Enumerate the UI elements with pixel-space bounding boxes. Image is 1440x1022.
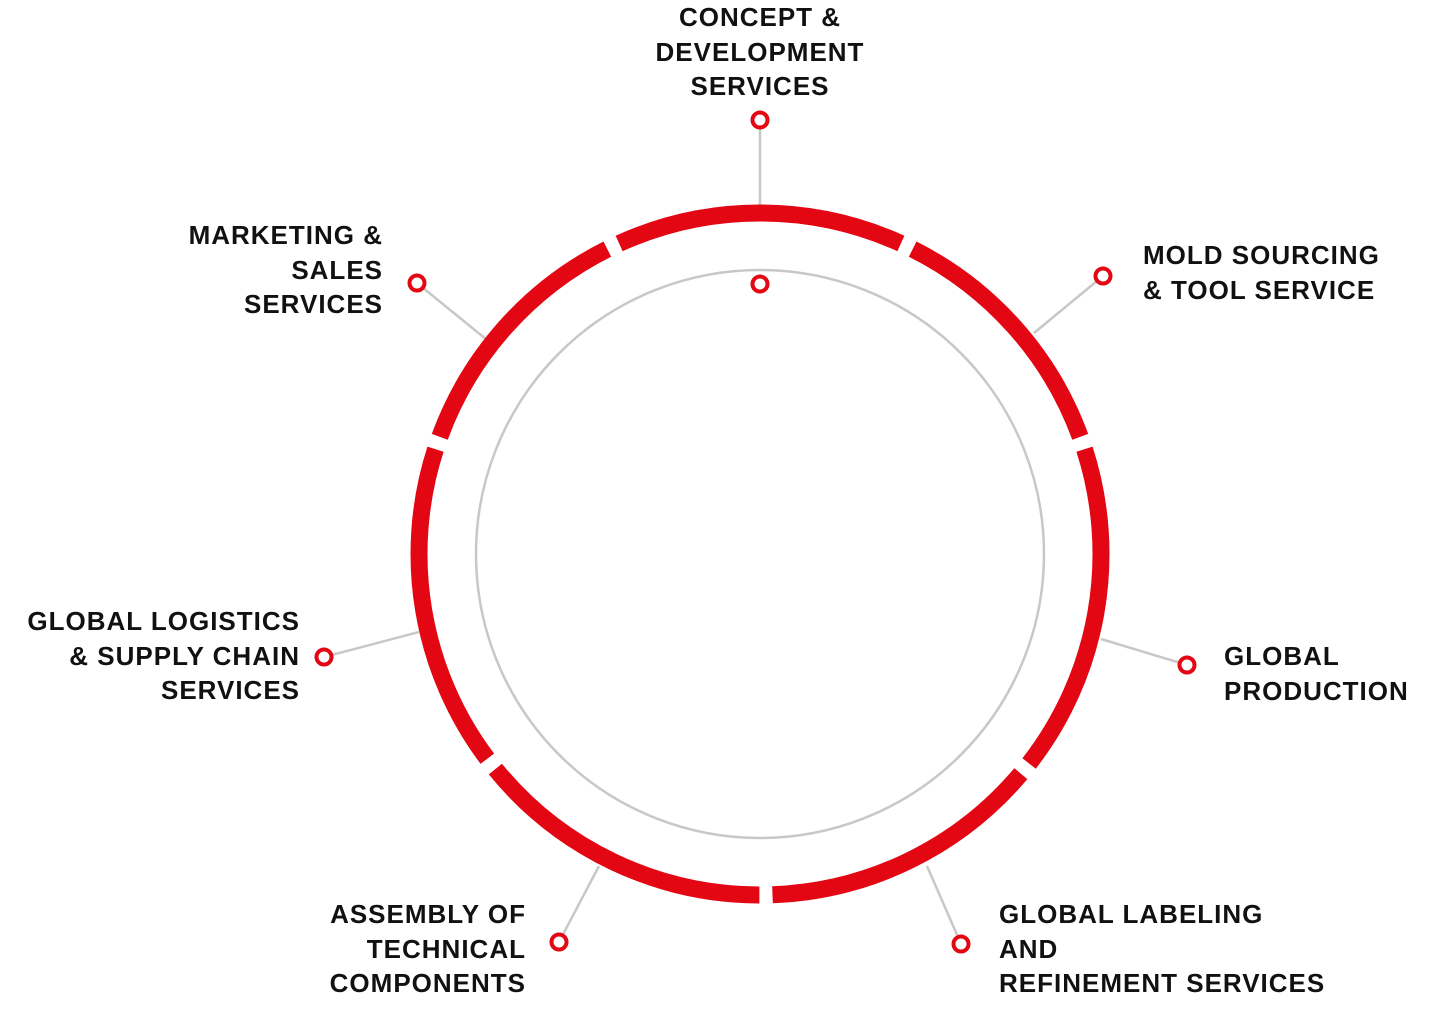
marker-icon-marketing	[407, 273, 427, 293]
marker-icon-production	[1177, 655, 1197, 675]
service-label-labeling: GLOBAL LABELING AND REFINEMENT SERVICES	[999, 899, 1326, 998]
service-label-concept: CONCEPT & DEVELOPMENT SERVICES	[655, 2, 865, 101]
start-marker-icon	[750, 274, 770, 294]
service-label-assembly: ASSEMBLY OF TECHNICAL COMPONENTS	[329, 899, 526, 998]
connector-line-assembly	[557, 865, 601, 943]
connector-line-labeling	[925, 865, 963, 945]
marker-icon-assembly	[549, 932, 569, 952]
marker-icon-concept	[750, 110, 770, 130]
ring-segment	[908, 241, 1089, 440]
marker-icon-mold	[1093, 266, 1113, 286]
marker-icon-logistics	[314, 647, 334, 667]
ring-segment	[410, 446, 495, 764]
connector-line-mold	[1033, 275, 1104, 334]
connector-line-marketing	[416, 282, 488, 341]
ring-segment	[431, 241, 612, 440]
inner-ring	[474, 268, 1046, 840]
ring-segment	[772, 768, 1028, 904]
marker-icon-labeling	[951, 934, 971, 954]
service-label-logistics: GLOBAL LOGISTICS & SUPPLY CHAIN SERVICES	[27, 606, 300, 705]
service-label-mold: MOLD SOURCING & TOOL SERVICE	[1143, 240, 1380, 305]
connector-line-production	[1100, 637, 1188, 667]
service-label-production: GLOBAL PRODUCTION	[1224, 641, 1409, 706]
ring-segment	[615, 204, 905, 252]
connector-line-logistics	[323, 630, 420, 659]
ring-segment	[1022, 446, 1110, 769]
ring-segment	[488, 763, 760, 904]
service-label-marketing: MARKETING & SALES SERVICES	[188, 220, 383, 319]
